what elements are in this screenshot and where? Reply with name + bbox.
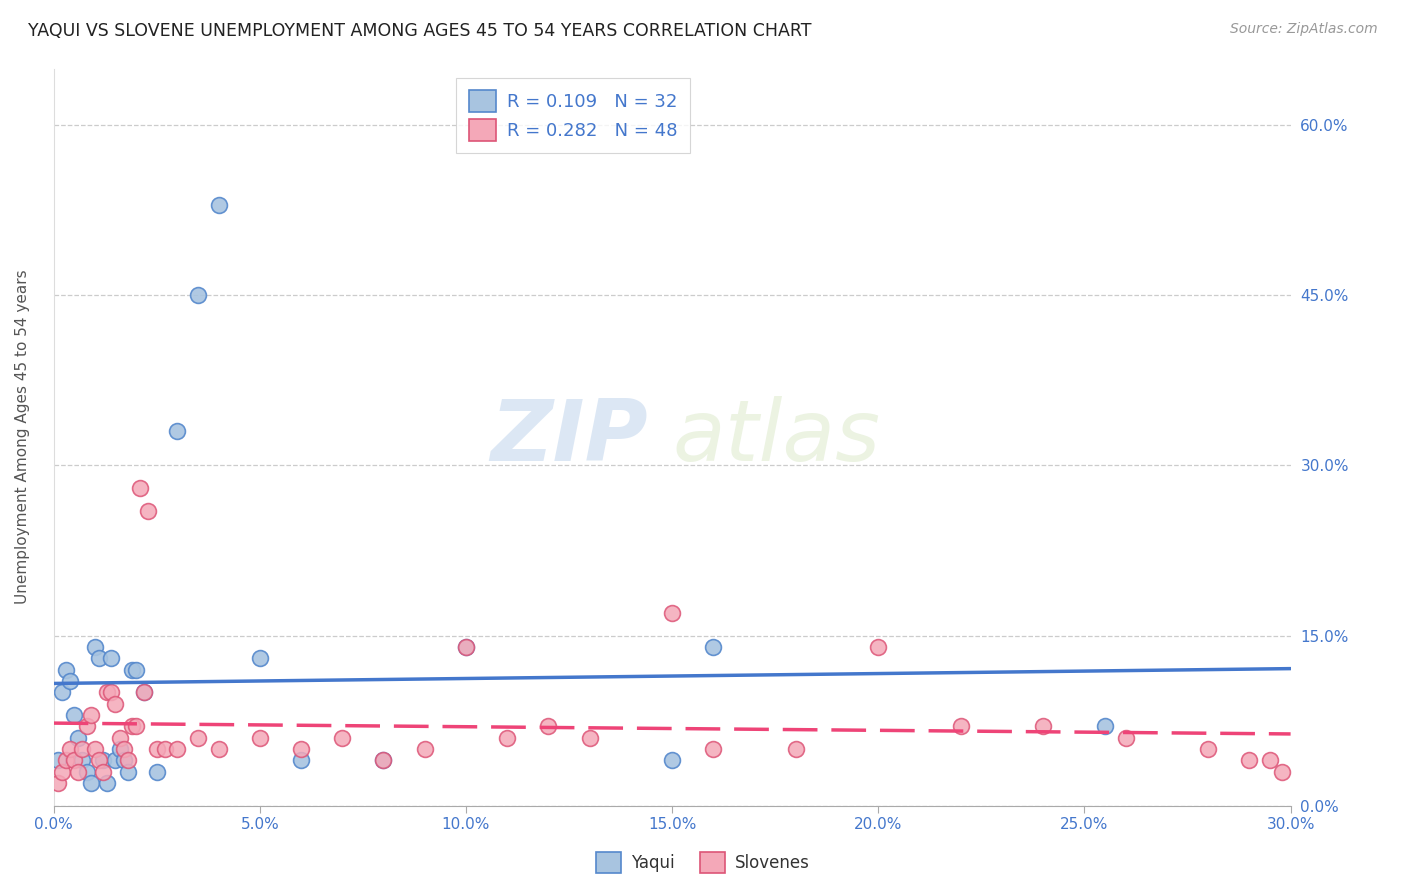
- Point: [91, 764, 114, 779]
- Legend: R = 0.109   N = 32, R = 0.282   N = 48: R = 0.109 N = 32, R = 0.282 N = 48: [457, 78, 690, 153]
- Point: [72, 753, 94, 767]
- Point: [785, 742, 807, 756]
- Point: [112, 742, 135, 756]
- Point: [59, 742, 82, 756]
- Point: [51, 764, 73, 779]
- Point: [373, 753, 395, 767]
- Point: [578, 731, 600, 745]
- Point: [63, 753, 86, 767]
- Point: [55, 663, 77, 677]
- Point: [63, 707, 86, 722]
- Point: [125, 663, 148, 677]
- Point: [868, 640, 890, 654]
- Point: [537, 719, 560, 733]
- Point: [661, 606, 683, 620]
- Point: [134, 685, 156, 699]
- Point: [96, 776, 118, 790]
- Point: [1271, 764, 1294, 779]
- Point: [104, 753, 127, 767]
- Point: [121, 719, 143, 733]
- Point: [59, 673, 82, 688]
- Point: [145, 742, 167, 756]
- Point: [661, 753, 683, 767]
- Point: [166, 425, 188, 439]
- Point: [46, 776, 69, 790]
- Point: [1032, 719, 1054, 733]
- Point: [108, 742, 131, 756]
- Point: [67, 731, 90, 745]
- Point: [83, 640, 105, 654]
- Legend: Yaqui, Slovenes: Yaqui, Slovenes: [589, 846, 817, 880]
- Point: [138, 504, 160, 518]
- Point: [1258, 753, 1281, 767]
- Text: YAQUI VS SLOVENE UNEMPLOYMENT AMONG AGES 45 TO 54 YEARS CORRELATION CHART: YAQUI VS SLOVENE UNEMPLOYMENT AMONG AGES…: [28, 22, 811, 40]
- Point: [121, 663, 143, 677]
- Point: [496, 731, 519, 745]
- Point: [76, 764, 98, 779]
- Point: [87, 753, 110, 767]
- Point: [55, 753, 77, 767]
- Point: [702, 742, 724, 756]
- Point: [87, 651, 110, 665]
- Point: [72, 742, 94, 756]
- Point: [207, 197, 229, 211]
- Point: [100, 651, 122, 665]
- Point: [117, 764, 139, 779]
- Point: [129, 481, 152, 495]
- Point: [249, 651, 271, 665]
- Text: ZIP: ZIP: [489, 395, 647, 478]
- Point: [702, 640, 724, 654]
- Point: [96, 685, 118, 699]
- Point: [454, 640, 477, 654]
- Point: [125, 719, 148, 733]
- Point: [117, 753, 139, 767]
- Point: [51, 685, 73, 699]
- Point: [80, 707, 103, 722]
- Point: [330, 731, 353, 745]
- Point: [1115, 731, 1137, 745]
- Point: [100, 685, 122, 699]
- Point: [1239, 753, 1261, 767]
- Point: [187, 731, 209, 745]
- Point: [1197, 742, 1219, 756]
- Point: [249, 731, 271, 745]
- Point: [949, 719, 972, 733]
- Point: [83, 742, 105, 756]
- Point: [108, 731, 131, 745]
- Y-axis label: Unemployment Among Ages 45 to 54 years: Unemployment Among Ages 45 to 54 years: [15, 269, 30, 605]
- Point: [134, 685, 156, 699]
- Point: [104, 697, 127, 711]
- Point: [76, 719, 98, 733]
- Point: [290, 753, 312, 767]
- Point: [145, 764, 167, 779]
- Point: [1094, 719, 1116, 733]
- Point: [80, 776, 103, 790]
- Point: [207, 742, 229, 756]
- Point: [187, 288, 209, 302]
- Point: [290, 742, 312, 756]
- Point: [166, 742, 188, 756]
- Text: atlas: atlas: [672, 395, 880, 478]
- Point: [153, 742, 176, 756]
- Point: [46, 753, 69, 767]
- Point: [373, 753, 395, 767]
- Point: [112, 753, 135, 767]
- Point: [413, 742, 436, 756]
- Text: Source: ZipAtlas.com: Source: ZipAtlas.com: [1230, 22, 1378, 37]
- Point: [454, 640, 477, 654]
- Point: [91, 753, 114, 767]
- Point: [67, 764, 90, 779]
